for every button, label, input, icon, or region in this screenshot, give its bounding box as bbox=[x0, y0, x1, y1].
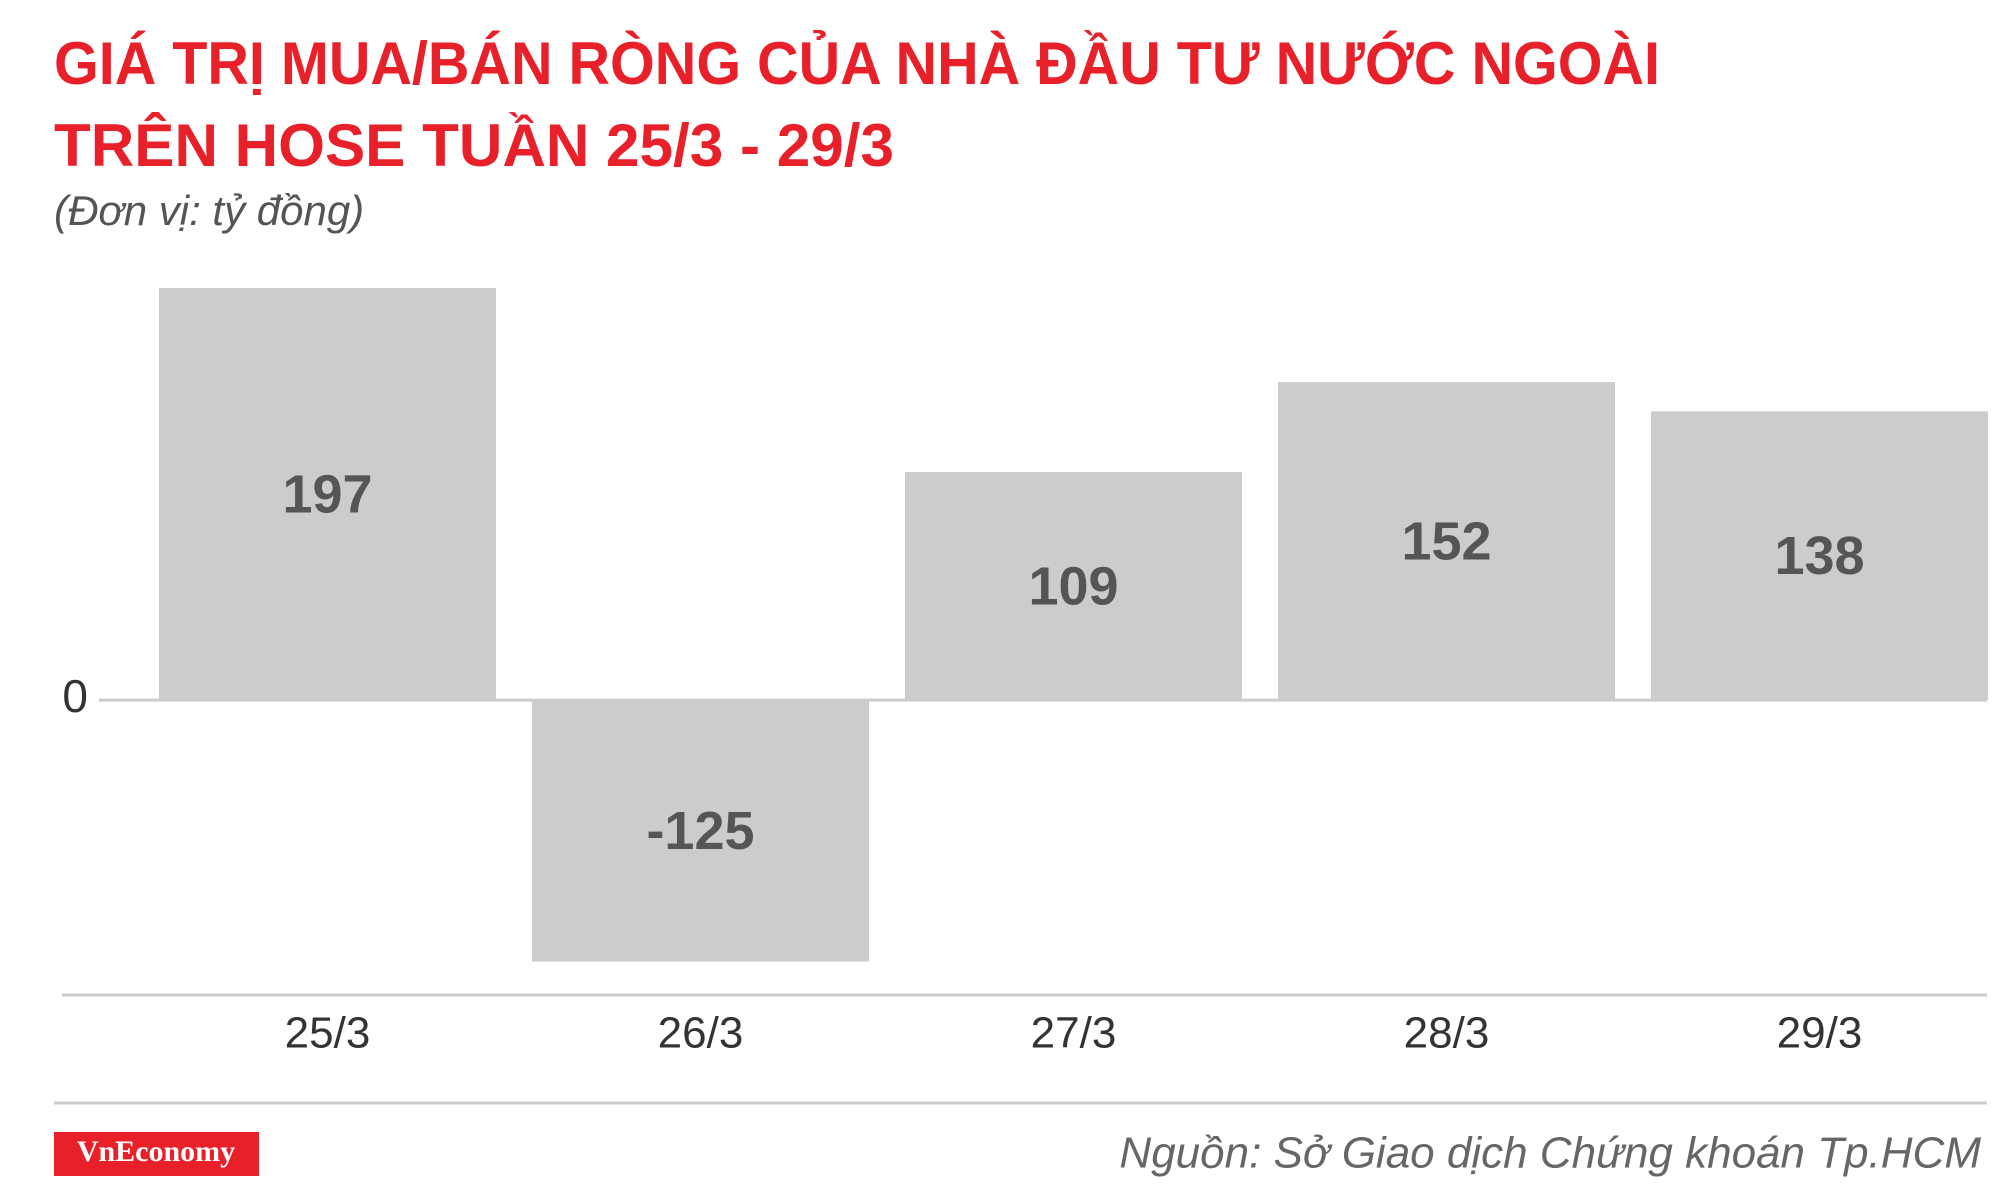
x-tick-label: 25/3 bbox=[285, 1009, 371, 1058]
value-label: 197 bbox=[282, 464, 372, 524]
x-tick-label: 28/3 bbox=[1404, 1009, 1490, 1058]
value-label: 138 bbox=[1774, 526, 1864, 586]
chart-title: TRÊN HOSE TUẦN 25/3 - 29/3 bbox=[54, 112, 894, 179]
chart-subtitle: (Đơn vị: tỷ đồng) bbox=[54, 187, 364, 234]
bar bbox=[905, 472, 1242, 701]
bar bbox=[1278, 382, 1615, 701]
chart-title: GIÁ TRỊ MUA/BÁN RÒNG CỦA NHÀ ĐẦU TƯ NƯỚC… bbox=[54, 30, 1660, 97]
bar bbox=[1651, 411, 1988, 701]
value-label: -125 bbox=[646, 801, 754, 861]
x-tick-label: 26/3 bbox=[658, 1009, 744, 1058]
x-tick-label: 29/3 bbox=[1777, 1009, 1863, 1058]
value-label: 109 bbox=[1028, 556, 1118, 616]
value-label: 152 bbox=[1401, 511, 1491, 571]
source: Nguồn: Sở Giao dịch Chứng khoán Tp.HCM bbox=[1119, 1129, 1981, 1178]
y-tick-label: 0 bbox=[62, 670, 88, 722]
brand: VnEconomy bbox=[77, 1135, 235, 1168]
x-tick-label: 27/3 bbox=[1031, 1009, 1117, 1058]
bar bbox=[159, 288, 496, 701]
bar bbox=[532, 700, 869, 962]
brand-box bbox=[54, 1132, 259, 1176]
